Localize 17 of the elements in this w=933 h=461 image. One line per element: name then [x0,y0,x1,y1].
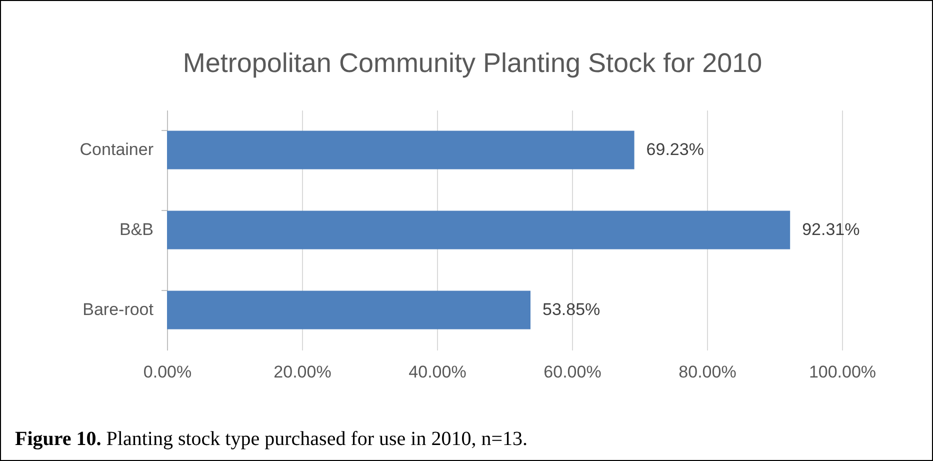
y-tick-label: B&B [119,220,154,239]
bar [167,210,790,250]
x-tick-label: 40.00% [408,362,466,382]
x-tick-label: 80.00% [678,362,736,382]
x-tick-label: 60.00% [544,362,602,382]
x-tick-label: 0.00% [143,362,192,382]
data-label: 69.23% [646,140,704,159]
data-label: 53.85% [542,300,600,319]
chart-title: Metropolitan Community Planting Stock for 2010 [182,48,762,78]
y-tick-label: Bare-root [82,300,154,319]
caption: Figure 10. Planting stock type purchased for use in 2010, n=13. [15,428,528,451]
x-tick-label: 100.00% [808,362,876,382]
x-tick-label: 20.00% [274,362,332,382]
bar [167,130,634,170]
y-tick-label: Container [80,140,154,159]
data-label: 92.31% [802,220,860,239]
bar [167,290,530,330]
